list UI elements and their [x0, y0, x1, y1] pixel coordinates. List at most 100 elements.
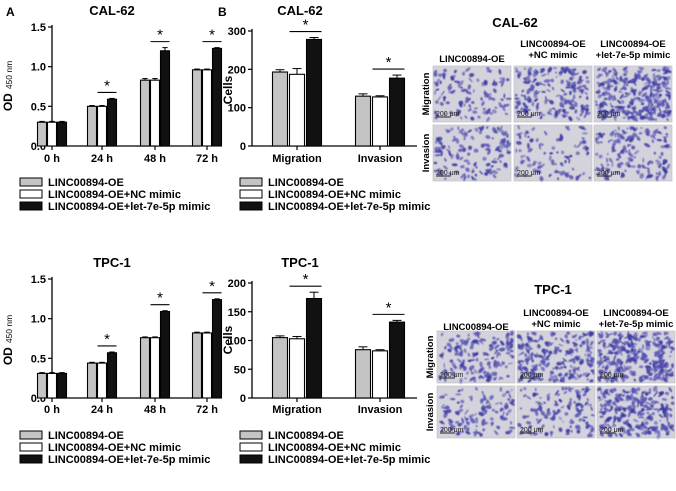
scale-bar-label: 200 μm: [597, 111, 621, 118]
stained-cell: [464, 115, 468, 119]
stained-cell: [665, 107, 668, 111]
stained-cell: [640, 127, 643, 129]
stained-cell: [439, 420, 445, 425]
stained-cell: [525, 368, 529, 375]
stained-cell: [492, 109, 497, 114]
stained-cell: [560, 79, 564, 85]
stained-cell: [657, 69, 661, 72]
stained-cell: [610, 105, 614, 108]
bar-2: [371, 96, 389, 147]
stained-cell: [546, 89, 551, 92]
stained-cell: [480, 375, 485, 379]
stained-cell: [658, 370, 661, 377]
micrograph-image: 200 μm: [436, 385, 516, 439]
stained-cell: [588, 330, 593, 337]
stained-cell: [443, 68, 447, 73]
stained-cell: [590, 427, 595, 433]
stained-cell: [615, 395, 621, 401]
x-tick-label: 24 h: [91, 404, 113, 416]
stained-cell: [506, 374, 510, 378]
stained-cell: [572, 341, 578, 346]
stained-cell: [615, 75, 618, 80]
stained-cell: [613, 79, 618, 85]
stained-cell: [560, 66, 565, 70]
stained-cell: [665, 87, 671, 90]
stained-cell: [508, 393, 512, 399]
stained-cell: [443, 375, 447, 383]
stained-cell: [454, 80, 457, 83]
stained-cell: [454, 170, 460, 175]
micrograph-border: [516, 385, 596, 439]
stained-cell: [525, 349, 530, 355]
stained-cell: [613, 389, 617, 392]
stained-cell: [439, 80, 442, 85]
stained-cell: [564, 353, 568, 356]
stained-cell: [649, 114, 654, 121]
stained-cell: [667, 369, 671, 373]
stained-cell: [661, 175, 666, 180]
stained-cell: [515, 67, 518, 71]
stained-cell: [609, 369, 611, 375]
stained-cell: [613, 339, 620, 344]
stained-cell: [554, 402, 559, 407]
stained-cell: [604, 80, 611, 86]
stained-cell: [576, 143, 582, 148]
stained-cell: [483, 353, 486, 356]
stained-cell: [572, 84, 577, 89]
stained-cell: [581, 139, 587, 145]
stained-cell: [651, 412, 655, 416]
stained-cell: [499, 105, 504, 108]
stained-cell: [505, 338, 511, 340]
stained-cell: [468, 365, 475, 371]
stained-cell: [622, 373, 625, 379]
stained-cell: [446, 342, 449, 347]
stained-cell: [617, 393, 622, 397]
stained-cell: [636, 398, 640, 403]
stained-cell: [517, 365, 522, 371]
stained-cell: [648, 362, 652, 365]
stained-cell: [595, 152, 599, 156]
micrograph-column-label-line: LINC00894-OE: [443, 322, 508, 333]
stained-cell: [572, 368, 576, 375]
stained-cell: [552, 409, 555, 413]
stained-cell: [473, 107, 478, 110]
stained-cell: [437, 95, 442, 101]
stained-cell: [665, 335, 669, 339]
stained-cell: [603, 176, 608, 180]
stained-cell: [466, 371, 469, 375]
stained-cell: [453, 135, 456, 139]
stained-cell: [523, 154, 526, 158]
stained-cell: [662, 85, 666, 88]
stained-cell: [496, 425, 500, 429]
stained-cell: [605, 157, 609, 163]
stained-cell: [587, 359, 591, 363]
stained-cell: [458, 128, 465, 134]
stained-cell: [662, 359, 666, 363]
micrograph-cells: [593, 125, 672, 182]
stained-cell: [528, 371, 532, 378]
stained-cell: [553, 170, 561, 174]
stained-cell: [535, 373, 540, 379]
stained-cell: [562, 420, 565, 423]
stained-cell: [601, 405, 604, 408]
stained-cell: [462, 147, 467, 153]
stained-cell: [621, 129, 626, 134]
stained-cell: [492, 127, 497, 133]
legend-swatch-3: [19, 454, 43, 464]
stained-cell: [539, 430, 543, 434]
stained-cell: [589, 359, 595, 363]
stained-cell: [625, 67, 628, 74]
stained-cell: [496, 352, 499, 359]
stained-cell: [505, 132, 509, 138]
stained-cell: [616, 399, 620, 403]
stained-cell: [489, 344, 494, 352]
stained-cell: [665, 432, 670, 436]
stained-cell: [510, 398, 515, 404]
micrograph-column-label-line: LINC00894-OE: [603, 308, 668, 319]
stained-cell: [494, 349, 499, 355]
stained-cell: [630, 345, 636, 348]
stained-cell: [585, 338, 590, 345]
stained-cell: [480, 338, 487, 342]
stained-cell: [618, 398, 623, 402]
